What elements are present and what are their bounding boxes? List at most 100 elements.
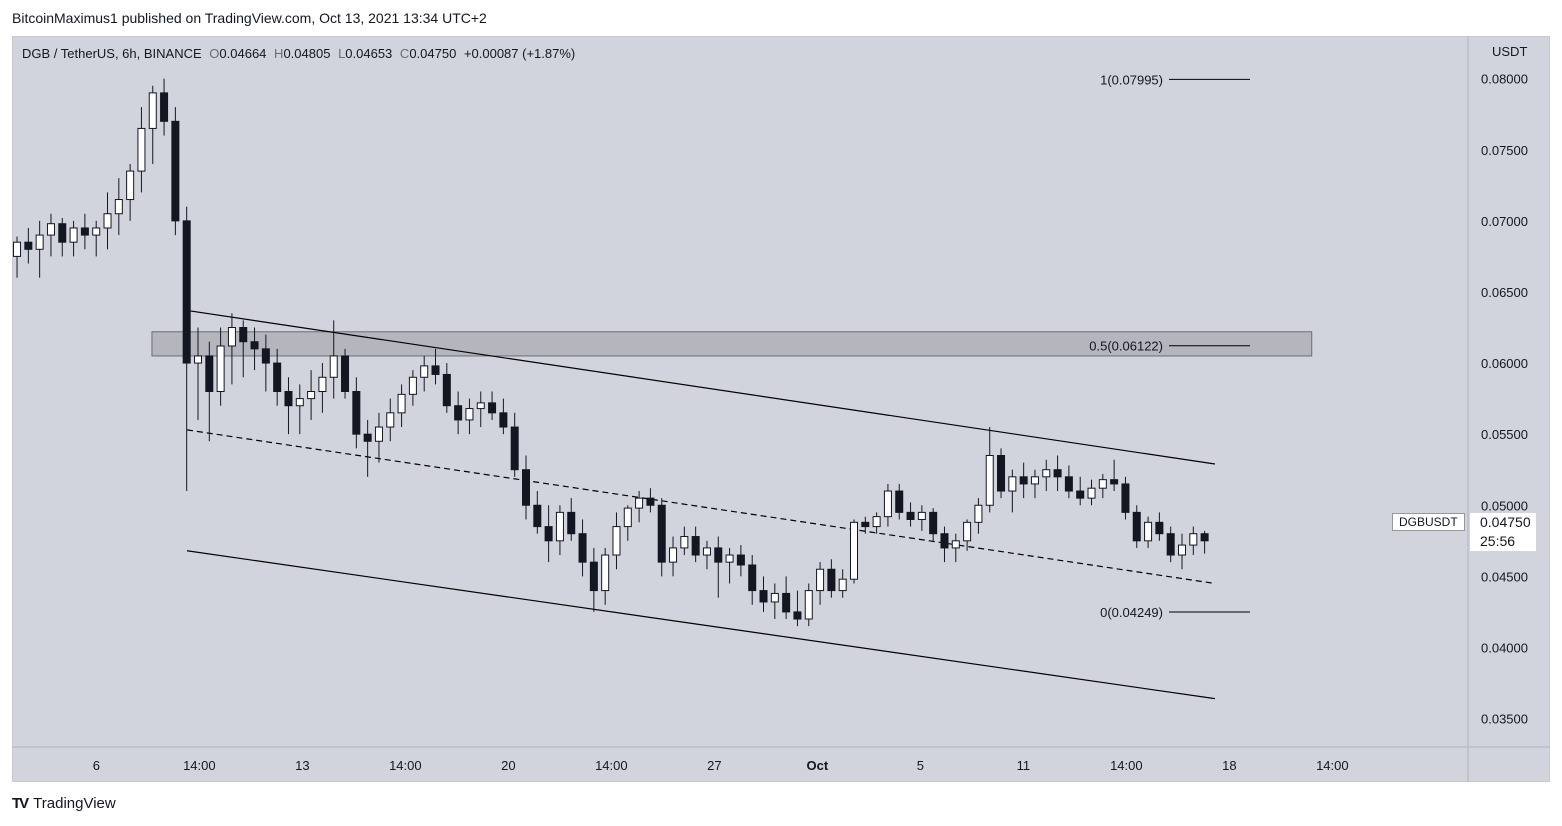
candle — [114, 178, 123, 236]
candle — [261, 334, 270, 392]
candle-body-down — [431, 365, 440, 375]
candle-body-down — [521, 469, 531, 506]
candle — [612, 512, 621, 570]
candle — [1189, 526, 1198, 556]
candle-body-down — [1110, 479, 1119, 485]
chart-pane[interactable] — [12, 36, 1550, 782]
candle — [35, 220, 44, 278]
candle — [759, 576, 768, 612]
candle — [13, 236, 22, 278]
candle-body-up — [295, 398, 304, 407]
candle-body-up — [669, 547, 678, 563]
candle — [883, 483, 892, 527]
time-scale[interactable]: 6 14:00 13 14:00 20 14:00 27 Oct 5 11 14:00 18 14:00 — [93, 758, 1349, 773]
channel-lines-layer — [186, 309, 1216, 700]
candle — [92, 220, 101, 257]
candlestick-chart[interactable]: 1(0.07995) 0.5(0.06122) 0(0.04249) 0.08000… — [12, 36, 1550, 782]
candle-body-up — [1042, 469, 1051, 478]
candle — [1042, 459, 1051, 492]
candle-body-down — [1132, 511, 1141, 542]
candle-body-up — [193, 355, 203, 364]
candle — [1200, 530, 1209, 554]
candle — [442, 363, 451, 413]
candle-body-down — [510, 426, 519, 471]
candle-body-up — [476, 402, 485, 410]
candle — [521, 455, 531, 520]
candle-body-down — [714, 547, 723, 563]
candle — [284, 377, 293, 435]
candle-body-up — [951, 540, 960, 549]
candle-body-up — [635, 497, 644, 509]
candle — [1019, 462, 1028, 499]
price-scale[interactable]: 0.08000 0.07500 0.07000 0.06500 0.06000 0.055… — [1481, 72, 1528, 727]
price-scale-currency[interactable]: USDT — [1492, 44, 1528, 59]
price-tick-label: 0.06500 — [1481, 285, 1528, 300]
candle — [861, 516, 870, 534]
candle — [872, 512, 881, 534]
candle-body-down — [24, 241, 33, 250]
candle-body-up — [397, 393, 406, 414]
candle-body-up — [408, 376, 417, 395]
candle-body-down — [58, 223, 67, 243]
candle-body-up — [872, 516, 881, 528]
candle-body-down — [1076, 490, 1085, 499]
candle — [295, 384, 304, 435]
candle — [476, 391, 485, 428]
candle-body-down — [782, 592, 791, 613]
candle-body-up — [46, 223, 55, 236]
candle-body-down — [657, 504, 666, 563]
pair-label: DGB / TetherUS, 6h, BINANCE — [22, 46, 202, 61]
candle — [454, 391, 463, 435]
candles-layer — [13, 78, 1209, 627]
candle — [465, 398, 474, 435]
candle — [1144, 516, 1153, 548]
candle — [1087, 479, 1096, 506]
candle — [488, 391, 497, 420]
candle — [1030, 469, 1039, 499]
candle — [1166, 526, 1175, 563]
candle — [691, 526, 700, 563]
candle — [216, 327, 225, 406]
candle — [182, 206, 191, 492]
candle-body-up — [1030, 476, 1039, 485]
candle — [827, 559, 836, 598]
candle — [963, 519, 972, 551]
candle-body-down — [1155, 521, 1164, 535]
candle-body-down — [940, 533, 949, 549]
candle-body-down — [80, 227, 89, 236]
price-tick-label: 0.07000 — [1481, 214, 1528, 229]
candle-body-up — [216, 345, 225, 393]
candle-body-up — [227, 327, 236, 347]
price-tick-label: 0.04500 — [1481, 569, 1528, 584]
candle — [239, 320, 248, 378]
candle — [951, 533, 960, 563]
candle — [770, 583, 779, 620]
candle-body-up — [92, 227, 101, 236]
channel-line-lower — [186, 550, 1216, 700]
candle-body-down — [160, 92, 169, 122]
candle-body-up — [816, 568, 825, 592]
candle-body-down — [182, 220, 191, 364]
candle-body-up — [725, 554, 734, 563]
candle — [397, 384, 406, 428]
candle-body-up — [849, 521, 859, 580]
candle-body-up — [1087, 487, 1096, 499]
candle — [1064, 465, 1073, 499]
last-price-tag: 0.04750 25:56 — [1470, 513, 1536, 551]
candle — [816, 562, 825, 605]
time-tick-label: 6 — [93, 758, 100, 773]
fib-levels-layer: 1(0.07995) 0.5(0.06122) 0(0.04249) — [1089, 72, 1250, 620]
candle — [623, 505, 632, 541]
candle — [906, 502, 915, 527]
footer-brand[interactable]: TV TradingView — [12, 795, 116, 812]
candle — [714, 536, 723, 598]
time-tick-label: 5 — [917, 758, 924, 773]
candle-body-up — [702, 547, 711, 556]
candle — [69, 220, 78, 257]
candle — [1110, 459, 1119, 492]
candle — [1177, 533, 1187, 570]
candle — [80, 213, 89, 250]
candle — [985, 427, 994, 513]
candle-body-down — [544, 526, 553, 542]
candle — [510, 412, 519, 477]
